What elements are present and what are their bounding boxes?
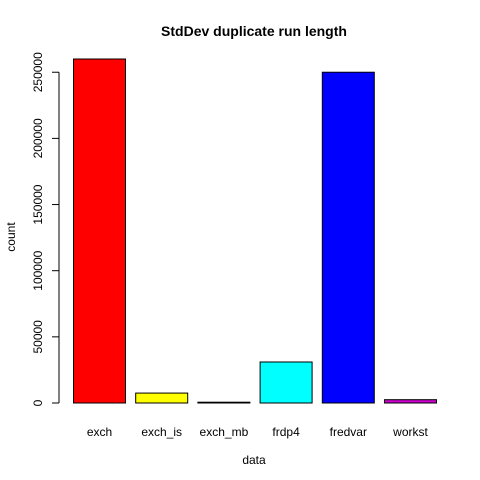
x-tick-labels: exch exch_is exch_mb frdp4 fredvar workst (87, 425, 429, 439)
x-axis-label: data (242, 453, 266, 467)
bar-frdp4 (259, 361, 313, 404)
y-axis-label: count (4, 222, 18, 252)
y-tick-label: 250000 (31, 52, 45, 92)
y-tick-label: 50000 (31, 320, 45, 354)
y-axis: 0 50000 100000 150000 200000 250000 (31, 52, 60, 406)
bars-group (73, 58, 437, 404)
x-tick-label-exch_mb: exch_mb (200, 425, 249, 439)
y-tick-label: 0 (31, 399, 45, 406)
x-tick-label-exch_is: exch_is (141, 425, 182, 439)
chart-title: StdDev duplicate run length (161, 23, 347, 39)
bar-workst (384, 399, 437, 404)
y-tick-label: 150000 (31, 184, 45, 224)
bar-exch_is (135, 392, 189, 404)
bar-exch (73, 58, 126, 404)
y-tick-label: 200000 (31, 118, 45, 158)
x-tick-label-frdp4: frdp4 (272, 425, 300, 439)
x-tick-label-fredvar: fredvar (330, 425, 367, 439)
x-tick-label-workst: workst (392, 425, 428, 439)
bar-exch_mb (197, 401, 251, 404)
bar-fredvar (321, 71, 375, 404)
x-tick-label-exch: exch (87, 425, 112, 439)
y-tick-label: 100000 (31, 250, 45, 290)
